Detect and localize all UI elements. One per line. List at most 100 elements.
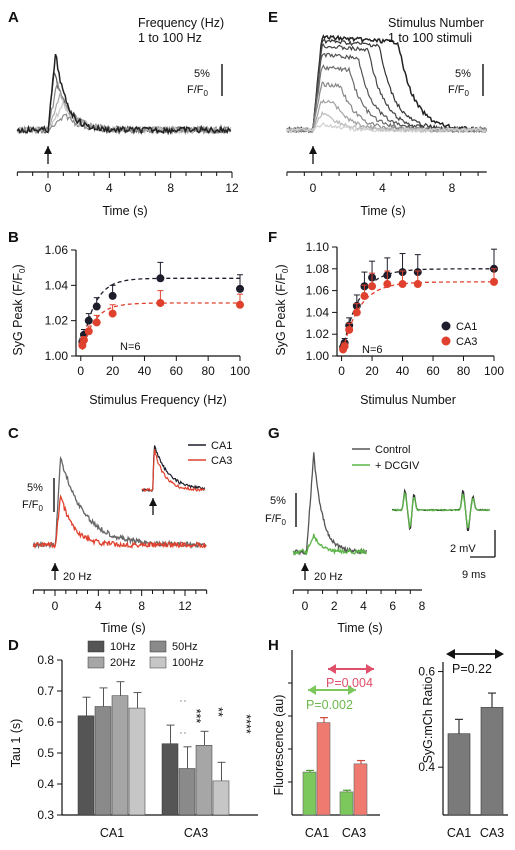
panel-h2-category-label: CA3: [480, 826, 504, 840]
panel-h-chart: CA1 CA3 Fluorescence (au) P=0.002 P=0.004: [272, 650, 380, 840]
panel-e-tick-label: 4: [379, 181, 386, 195]
panel-g-stimulus-arrow-head: [301, 563, 309, 571]
panel-b-chart: 1.00 1.02 1.04 1.06 0 20 40 60 80 100 N=6 Stimulu…: [11, 243, 250, 407]
panel-h-bar: [339, 791, 354, 816]
panel-c-scalebar-pct: 5%: [27, 482, 43, 494]
panel-d-ylabel: Tau 1 (s): [9, 719, 23, 768]
panel-b-x-tick-label: 0: [77, 364, 84, 378]
panel-b-annotation: N=6: [120, 341, 141, 353]
panel-a-legend-line1: Frequency (Hz): [138, 16, 224, 30]
panel-f-legend-ca1: CA1: [456, 321, 477, 333]
panel-d-legend-label: 100Hz: [172, 657, 204, 669]
panel-f-legend-ca3: CA3: [456, 336, 477, 348]
panel-c-inset-stimulus-arrow-head: [149, 498, 157, 506]
panel-d-significance: ****: [239, 714, 253, 734]
panel-c-stimulus-label: 20 Hz: [63, 571, 92, 583]
panel-b-point-ca3: [108, 309, 117, 318]
panel-label-b: B: [8, 229, 19, 246]
panel-b-fit-ca1: [81, 277, 240, 348]
panel-g-tick-label: 6: [389, 599, 396, 613]
panel-d-bar: [212, 780, 230, 816]
panel-d-bar: [195, 745, 213, 816]
panel-h2-category-label: CA1: [447, 826, 471, 840]
panel-f-y-tick-label: 1.04: [306, 305, 330, 319]
panel-b-x-tick-label: 80: [201, 364, 215, 378]
panel-d-legend-swatch: [87, 656, 105, 669]
panel-h2-y-tick-label: 0.4: [418, 760, 435, 774]
panel-g-legend-dcgiv: + DCGIV: [375, 460, 420, 472]
panel-c-legend-ca1: CA1: [211, 440, 232, 452]
panel-f-ylabel: SyG Peak (F/F0): [274, 264, 290, 355]
panel-g-stimulus-label: 20 Hz: [314, 571, 343, 583]
panel-g-inset-trace: [391, 492, 491, 530]
panel-h2-bar: [480, 707, 504, 816]
panel-h-ylabel: Fluorescence (au): [272, 695, 286, 796]
panel-a-xlabel: Time (s): [102, 204, 147, 218]
panel-d-significance: **: [211, 707, 225, 717]
panel-d-bar: [77, 715, 95, 816]
panel-c-trace-ca3: [32, 494, 207, 550]
panel-h-category-label: CA1: [305, 826, 329, 840]
panel-d-legend-swatch: [149, 640, 167, 653]
panel-g-tick-label: 8: [419, 599, 426, 613]
panel-f-x-tick-label: 40: [396, 364, 410, 378]
panel-e-traces: Stimulus Number 1 to 100 stimuli 5% F/F0…: [286, 16, 487, 218]
panel-g-tick-label: 4: [360, 599, 367, 613]
panel-e-legend-line1: Stimulus Number: [388, 16, 484, 30]
panel-b-x-tick-label: 40: [138, 364, 152, 378]
panel-f-legend-ca3-marker: [441, 336, 451, 346]
panel-label-c: C: [8, 425, 19, 442]
panel-c-legend-ca3: CA3: [211, 455, 232, 467]
panel-f-point-ca3: [413, 280, 422, 289]
panel-h2-chart: 0.4 0.6 CA1 CA3 SyG:mCh Ratio P=0.22: [418, 649, 508, 840]
panel-label-g: G: [268, 425, 280, 442]
panel-f-annotation: N=6: [362, 344, 383, 356]
panel-f-y-tick-label: 1.08: [306, 262, 330, 276]
panel-e-tick-label: 0: [310, 181, 317, 195]
panel-b-x-tick-label: 60: [170, 364, 184, 378]
panel-h-green-arrow-left: [308, 685, 316, 695]
panel-e-tick-label: 8: [449, 181, 456, 195]
panel-d-bar: [161, 743, 179, 816]
panel-c-tick-label: 4: [95, 599, 102, 613]
panel-g-legend-control: Control: [375, 444, 410, 456]
panel-f-point-ca3: [345, 325, 354, 334]
panel-label-d: D: [8, 637, 19, 654]
panel-b-point-ca1: [156, 274, 165, 283]
panel-a-legend-line2: 1 to 100 Hz: [138, 31, 202, 45]
panel-f-x-tick-label: 20: [365, 364, 379, 378]
panel-f-y-tick-label: 1.06: [306, 284, 330, 298]
panel-f-point-ca3: [340, 342, 349, 351]
panel-d-significance: ***: [189, 709, 203, 724]
panel-a-traces: Frequency (Hz) 1 to 100 Hz 5% F/F0​ 0 4 8 1…: [16, 16, 239, 218]
panel-b-x-tick-label: 20: [106, 364, 120, 378]
panel-f-y-tick-label: 1.10: [306, 240, 330, 254]
panel-h2-arrow-left: [446, 649, 455, 659]
panel-h-red-arrow-right: [366, 664, 374, 674]
panel-g-trace-dcgiv: [292, 533, 367, 557]
panel-h2-pvalue: P=0.22: [452, 662, 492, 676]
panel-h2-arrow-right: [495, 649, 504, 659]
panel-b-point-ca3: [236, 300, 244, 309]
panel-c-xlabel: Time (s): [100, 621, 145, 635]
panel-c-tick-label: 8: [138, 599, 145, 613]
panel-a-tick-label: 0: [45, 181, 52, 195]
panel-h-bar: [316, 722, 331, 816]
panel-label-f: F: [268, 229, 277, 246]
panel-b-xlabel: Stimulus Frequency (Hz): [89, 393, 227, 407]
panel-g-scalebar-pct: 5%: [270, 495, 286, 507]
panel-d-y-tick-label: 0.3: [37, 808, 54, 822]
panel-f-x-tick-label: 0: [338, 364, 345, 378]
panel-b-point-ca3: [79, 336, 88, 345]
panel-f-point-ca3: [352, 308, 361, 317]
panel-b-y-tick-label: 1.00: [45, 349, 69, 363]
panel-h-red-arrow-left: [328, 664, 336, 674]
panel-h-bar: [302, 771, 317, 816]
panel-c-stimulus-arrow-head: [51, 563, 59, 571]
panel-d-category-label: CA3: [184, 826, 208, 840]
panel-b-point-ca1: [108, 291, 117, 300]
panel-d-legend-swatch: [149, 656, 167, 669]
panel-e-legend-line2: 1 to 100 stimuli: [388, 31, 472, 45]
